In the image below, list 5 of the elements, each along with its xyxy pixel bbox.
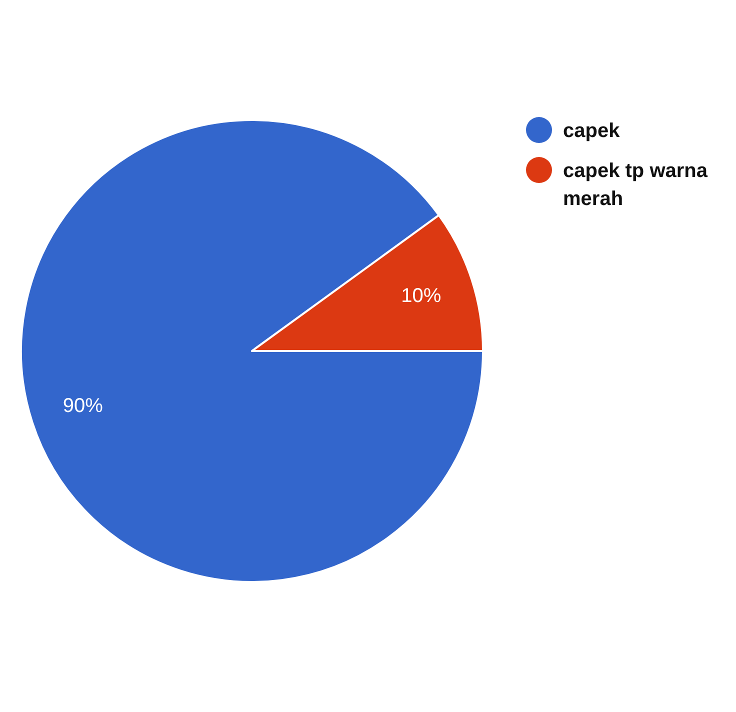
pie-slice <box>20 119 484 583</box>
legend-label: capek tp warna merah <box>563 160 708 210</box>
data-label: 90% <box>62 394 104 417</box>
legend-label: capek <box>563 120 621 142</box>
data-label: 10% <box>401 285 442 308</box>
